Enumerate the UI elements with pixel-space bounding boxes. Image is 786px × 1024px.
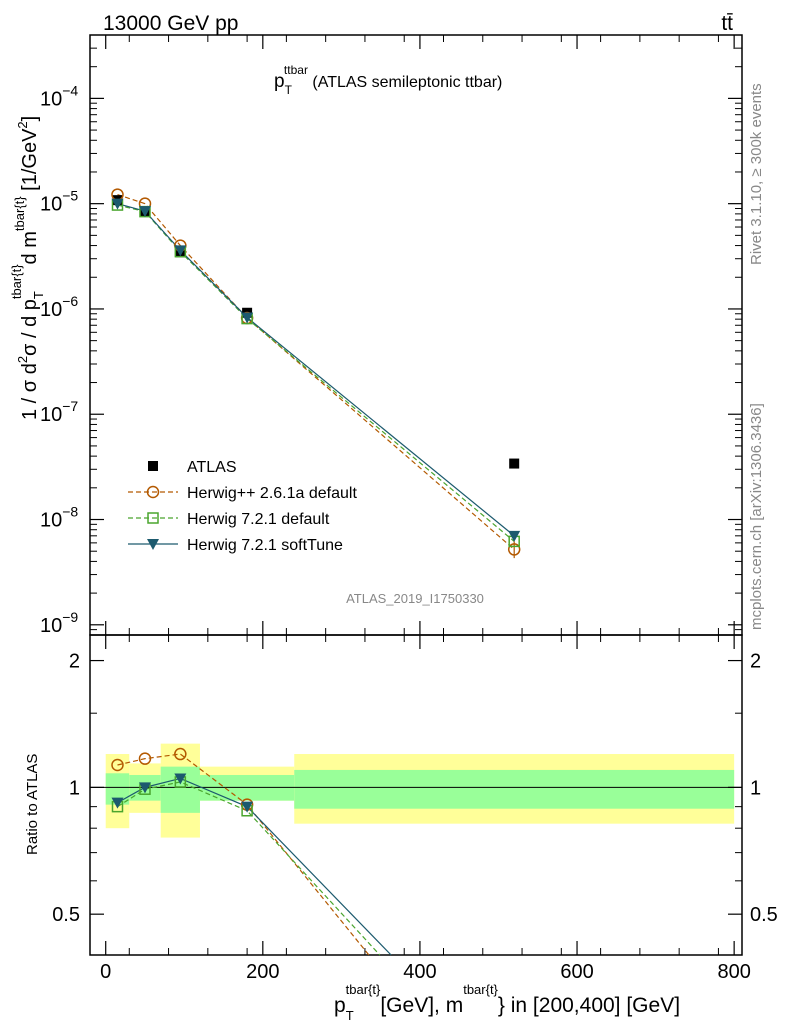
ratio-tick-label-right: 2 <box>750 651 761 673</box>
ratio-tick-label: 1 <box>69 777 80 799</box>
y-axis-label: 1 / σ d2σ / d pTtbar{t}d mtbar{t} [1/GeV… <box>9 116 46 420</box>
energy-label: 13000 GeV pp <box>103 12 238 35</box>
ratio-y-axis-label: Ratio to ATLAS <box>24 754 41 855</box>
x-tick-label: 0 <box>100 961 111 983</box>
ratio-point-softtune-0 <box>111 797 124 809</box>
legend-marker-herwig721 <box>147 512 159 524</box>
ratio-point-herwigpp-1 <box>138 752 152 765</box>
legend-label-herwig721: Herwig 7.2.1 default <box>187 511 330 528</box>
ratio-tick-label-right: 1 <box>750 777 761 799</box>
point-herwigpp-4 <box>507 543 521 556</box>
x-tick-label: 600 <box>560 961 593 983</box>
plot-title: pTttbar (ATLAS semileptonic ttbar) <box>274 63 502 97</box>
ratio-point-softtune-2 <box>174 773 187 785</box>
x-tick-label: 400 <box>403 961 436 983</box>
point-softtune-0 <box>111 198 124 210</box>
legend-marker-herwigpp <box>146 485 160 499</box>
y-tick-label: 10−5 <box>40 188 78 216</box>
ratio-tick-label: 0.5 <box>52 904 80 926</box>
legend: ATLAS Herwig++ 2.6.1a default Herwig 7.2.1… <box>128 459 357 554</box>
rivet-label: Rivet 3.1.10, ≥ 300k events <box>748 83 765 265</box>
process-label: tt̄ <box>721 12 733 35</box>
band-inner-4 <box>294 769 735 809</box>
point-softtune-2 <box>174 245 187 257</box>
legend-marker-softtune <box>147 539 159 550</box>
ratio-point-herwigpp-2 <box>174 747 187 761</box>
legend-marker-atlas <box>148 461 158 471</box>
ratio-point-herwigpp-0 <box>111 758 124 772</box>
ratio-tick-label-right: 0.5 <box>750 904 778 926</box>
y-tick-label: 10−6 <box>40 293 78 321</box>
mcplots-label: mcplots.cern.ch [arXiv:1306.3436] <box>748 403 765 630</box>
ratio-plot-frame <box>89 634 743 956</box>
y-tick-label: 10−9 <box>40 609 78 637</box>
y-tick-label: 10−7 <box>40 398 78 426</box>
legend-label-softtune: Herwig 7.2.1 softTune <box>187 537 343 554</box>
point-softtune-1 <box>138 206 151 218</box>
x-tick-label: 800 <box>717 961 750 983</box>
analysis-id: ATLAS_2019_I1750330 <box>346 591 484 606</box>
ratio-point-softtune-1 <box>138 782 151 794</box>
x-axis-label: pTtbar{t}[GeV], mtbar{t}} in [200,400] [… <box>334 982 680 1023</box>
x-tick-label: 200 <box>246 961 279 983</box>
ratio-tick-label: 2 <box>69 651 80 673</box>
series-markers <box>111 188 521 817</box>
ratio-uncertainty-bands <box>90 743 742 838</box>
point-softtune-4 <box>508 530 521 542</box>
axis-ticks: 0 200 400 600 800 10−9 10−8 10−7 10−6 10−5 10−4 0.5… <box>40 34 778 983</box>
series-lines <box>117 194 515 956</box>
ratio-point-softtune-3 <box>241 801 254 813</box>
point-softtune-3 <box>241 312 254 324</box>
legend-label-herwigpp: Herwig++ 2.6.1a default <box>187 485 357 502</box>
point-atlas-4 <box>509 458 520 469</box>
legend-label-atlas: ATLAS <box>187 459 237 476</box>
band-inner-0 <box>105 773 130 805</box>
y-tick-label: 10−4 <box>40 82 78 110</box>
y-tick-label: 10−8 <box>40 504 78 532</box>
